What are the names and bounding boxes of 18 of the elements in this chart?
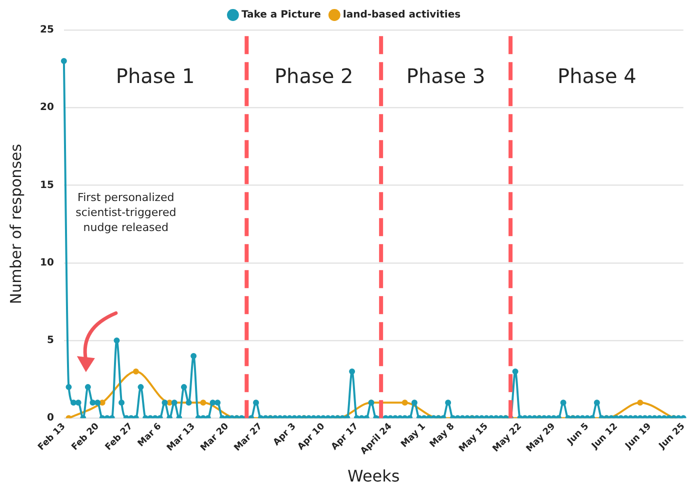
y-tick-label: 5	[46, 335, 54, 346]
y-tick-label: 15	[40, 180, 54, 191]
x-tick-label: Feb 13	[36, 422, 68, 453]
y-tick-label: 0	[46, 412, 54, 424]
annotation: Phase 4	[558, 64, 636, 88]
legend-label: land-based activities	[342, 10, 461, 21]
x-axis-title: Weeks	[348, 466, 400, 486]
y-tick-label: 25	[40, 24, 54, 36]
legend-label: Take a Picture	[241, 10, 322, 21]
y-tick-label: 20	[40, 102, 54, 114]
annotation: First personalized scientist-triggered nudge released	[76, 190, 176, 234]
annotation: Phase 2	[274, 64, 354, 88]
y-axis-title: Number of responses	[6, 144, 25, 304]
y-tick-label: 10	[40, 257, 54, 268]
annotation: Phase 1	[116, 64, 195, 88]
x-tick-label: Feb 27	[104, 422, 135, 453]
x-tick-label: Feb 20	[70, 422, 102, 453]
annotation: Phase 3	[406, 64, 486, 88]
